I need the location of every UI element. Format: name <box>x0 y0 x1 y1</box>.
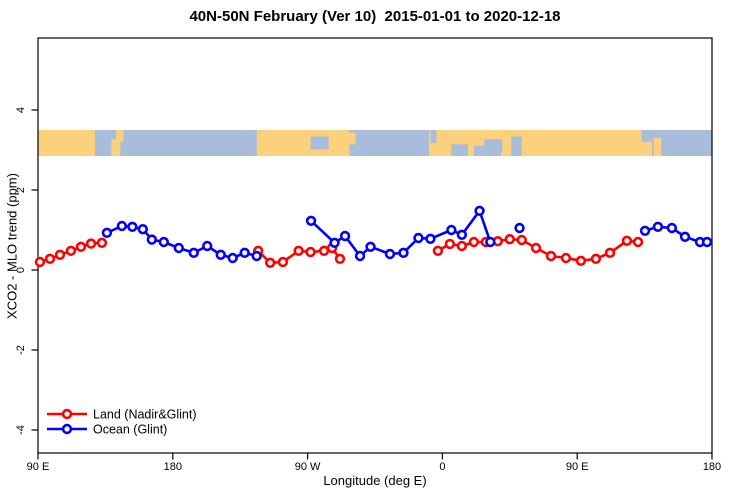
data-point-marker <box>127 221 138 233</box>
map-band-land <box>38 130 95 156</box>
map-band-ocean-detail <box>473 145 501 156</box>
map-band-ocean-detail <box>451 144 468 156</box>
legend-label: Land (Nadir&Glint) <box>93 408 197 422</box>
data-point-marker <box>264 257 276 268</box>
data-point-marker <box>251 250 262 262</box>
y-tick-label: 4 <box>15 107 27 113</box>
legend-marker-icon <box>61 408 73 420</box>
data-point-marker <box>560 252 572 264</box>
map-band-ocean-detail <box>641 130 653 142</box>
data-point-marker <box>44 253 56 264</box>
data-point-marker <box>468 236 480 248</box>
legend-marker-icon <box>61 423 73 435</box>
data-point-marker <box>545 250 557 262</box>
data-point-marker <box>65 245 77 257</box>
plot-title: 40N-50N February (Ver 10) 2015-01-01 to … <box>189 8 561 25</box>
data-point-marker <box>137 224 149 235</box>
data-point-marker <box>227 252 238 264</box>
series-ocean <box>101 205 713 264</box>
data-point-marker <box>575 255 587 266</box>
x-tick-label: 180 <box>703 461 721 473</box>
data-point-marker <box>85 238 97 249</box>
data-point-marker <box>456 240 468 252</box>
map-band-land-detail <box>115 130 124 142</box>
data-point-marker <box>474 205 485 217</box>
data-point-marker <box>516 234 527 246</box>
data-point-marker <box>96 237 108 249</box>
x-tick-label: 90 E <box>27 461 50 473</box>
data-point-marker <box>530 242 542 254</box>
data-point-marker <box>277 256 289 268</box>
data-point-marker <box>666 222 678 234</box>
y-tick-label: -4 <box>15 425 27 435</box>
map-band-land-detail <box>653 137 662 156</box>
data-point-marker <box>504 234 515 245</box>
x-tick-label: 90 W <box>295 461 321 473</box>
x-tick-label: 0 <box>439 461 445 473</box>
data-point-marker <box>432 245 444 257</box>
legend-label: Ocean (Glint) <box>93 423 167 437</box>
map-band-land <box>256 130 350 156</box>
data-point-marker <box>215 249 226 261</box>
x-tick-label: 180 <box>164 461 182 473</box>
data-point-marker <box>318 245 330 257</box>
data-point-marker <box>329 237 340 249</box>
data-point-marker <box>339 230 351 242</box>
map-band-ocean-detail <box>430 130 437 143</box>
data-point-marker <box>604 247 616 259</box>
data-point-marker <box>146 234 158 245</box>
data-point-marker <box>590 253 602 264</box>
map-band-land-detail <box>349 132 356 145</box>
data-point-marker <box>188 247 199 259</box>
data-point-marker <box>34 256 46 268</box>
data-point-marker <box>652 221 664 233</box>
y-tick-label: -2 <box>15 345 27 355</box>
data-point-marker <box>425 233 436 245</box>
data-point-marker <box>305 215 317 227</box>
data-point-marker <box>75 241 87 253</box>
legend: Land (Nadir&Glint)Ocean (Glint) <box>47 408 197 437</box>
data-point-marker <box>639 225 651 237</box>
data-point-marker <box>701 236 713 248</box>
data-point-marker <box>334 253 346 264</box>
data-point-marker <box>54 249 66 261</box>
data-point-marker <box>365 241 376 253</box>
data-point-marker <box>444 238 456 250</box>
y-tick-label: 2 <box>15 187 27 193</box>
data-point-marker <box>456 229 468 241</box>
data-point-marker <box>305 246 316 258</box>
data-point-marker <box>158 236 170 248</box>
data-point-marker <box>384 248 396 260</box>
map-band <box>38 130 712 156</box>
map-band-land-detail <box>111 139 121 156</box>
data-point-marker <box>413 232 424 244</box>
data-point-marker <box>398 247 409 259</box>
data-point-marker <box>239 247 250 259</box>
data-point-marker <box>202 240 213 252</box>
map-band-ocean-detail <box>511 136 522 156</box>
data-point-marker <box>101 227 113 239</box>
y-tick-label: 0 <box>15 267 27 273</box>
x-axis-title: Longitude (deg E) <box>323 473 427 488</box>
plot-border <box>37 37 713 454</box>
series-land <box>34 234 644 268</box>
data-point-marker <box>354 250 366 262</box>
data-point-marker <box>116 220 128 232</box>
map-band-ocean-detail <box>310 136 329 150</box>
data-point-marker <box>621 235 633 247</box>
data-point-marker <box>514 222 525 234</box>
data-point-marker <box>679 231 691 243</box>
data-point-marker <box>173 242 184 254</box>
data-point-marker <box>446 224 457 236</box>
data-point-marker <box>632 236 644 248</box>
data-point-marker <box>293 245 304 257</box>
data-point-marker <box>485 236 496 248</box>
series-line <box>437 237 639 263</box>
x-tick-label: 90 E <box>566 461 589 473</box>
